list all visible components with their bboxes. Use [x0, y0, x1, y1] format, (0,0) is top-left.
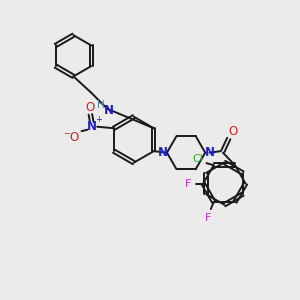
Text: N: N: [87, 120, 97, 133]
Text: N: N: [104, 104, 114, 117]
Text: H: H: [97, 100, 105, 110]
Text: F: F: [205, 213, 211, 223]
Text: −: −: [63, 130, 70, 139]
Text: +: +: [95, 115, 102, 124]
Text: O: O: [70, 130, 79, 143]
Text: O: O: [86, 101, 95, 114]
Text: O: O: [228, 125, 237, 138]
Text: N: N: [158, 146, 167, 159]
Text: Cl: Cl: [193, 154, 204, 164]
Text: N: N: [205, 146, 214, 159]
Text: F: F: [185, 178, 191, 189]
